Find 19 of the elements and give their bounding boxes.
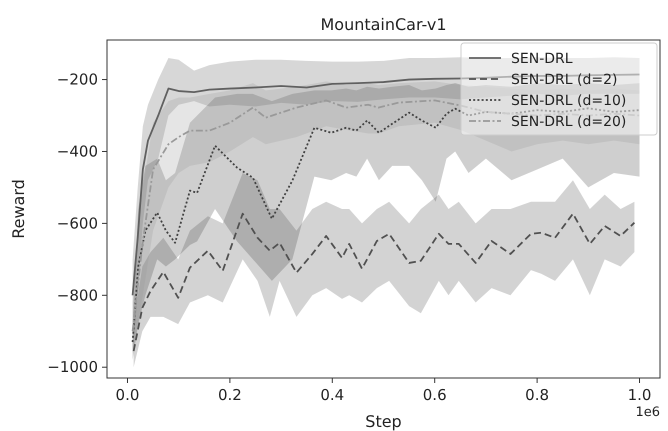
legend-label: SEN-DRL xyxy=(511,51,573,67)
x-tick-label: 0.6 xyxy=(422,386,447,404)
x-tick-label: 0.0 xyxy=(116,386,140,404)
y-tick-label: −800 xyxy=(56,286,98,304)
y-tick-label: −400 xyxy=(56,142,98,160)
x-tick-label: 1.0 xyxy=(628,386,652,404)
x-tick-label: 0.8 xyxy=(525,386,550,404)
text: 1e6 xyxy=(635,405,660,420)
y-tick-label: −200 xyxy=(56,70,98,89)
x-tick-label: 0.4 xyxy=(320,386,344,404)
x-tick-label: 0.2 xyxy=(218,386,242,404)
y-tick-label: −1000 xyxy=(47,358,98,376)
legend-label: SEN-DRL (d=20) xyxy=(511,114,626,130)
chart-title: MountainCar-v1 xyxy=(320,15,447,34)
x-axis-title: Step xyxy=(365,412,402,431)
legend-label: SEN-DRL (d=2) xyxy=(511,72,618,88)
y-axis-title: Reward xyxy=(9,179,28,239)
y-tick-label: −600 xyxy=(56,214,98,232)
legend-label: SEN-DRL (d=10) xyxy=(511,93,626,109)
